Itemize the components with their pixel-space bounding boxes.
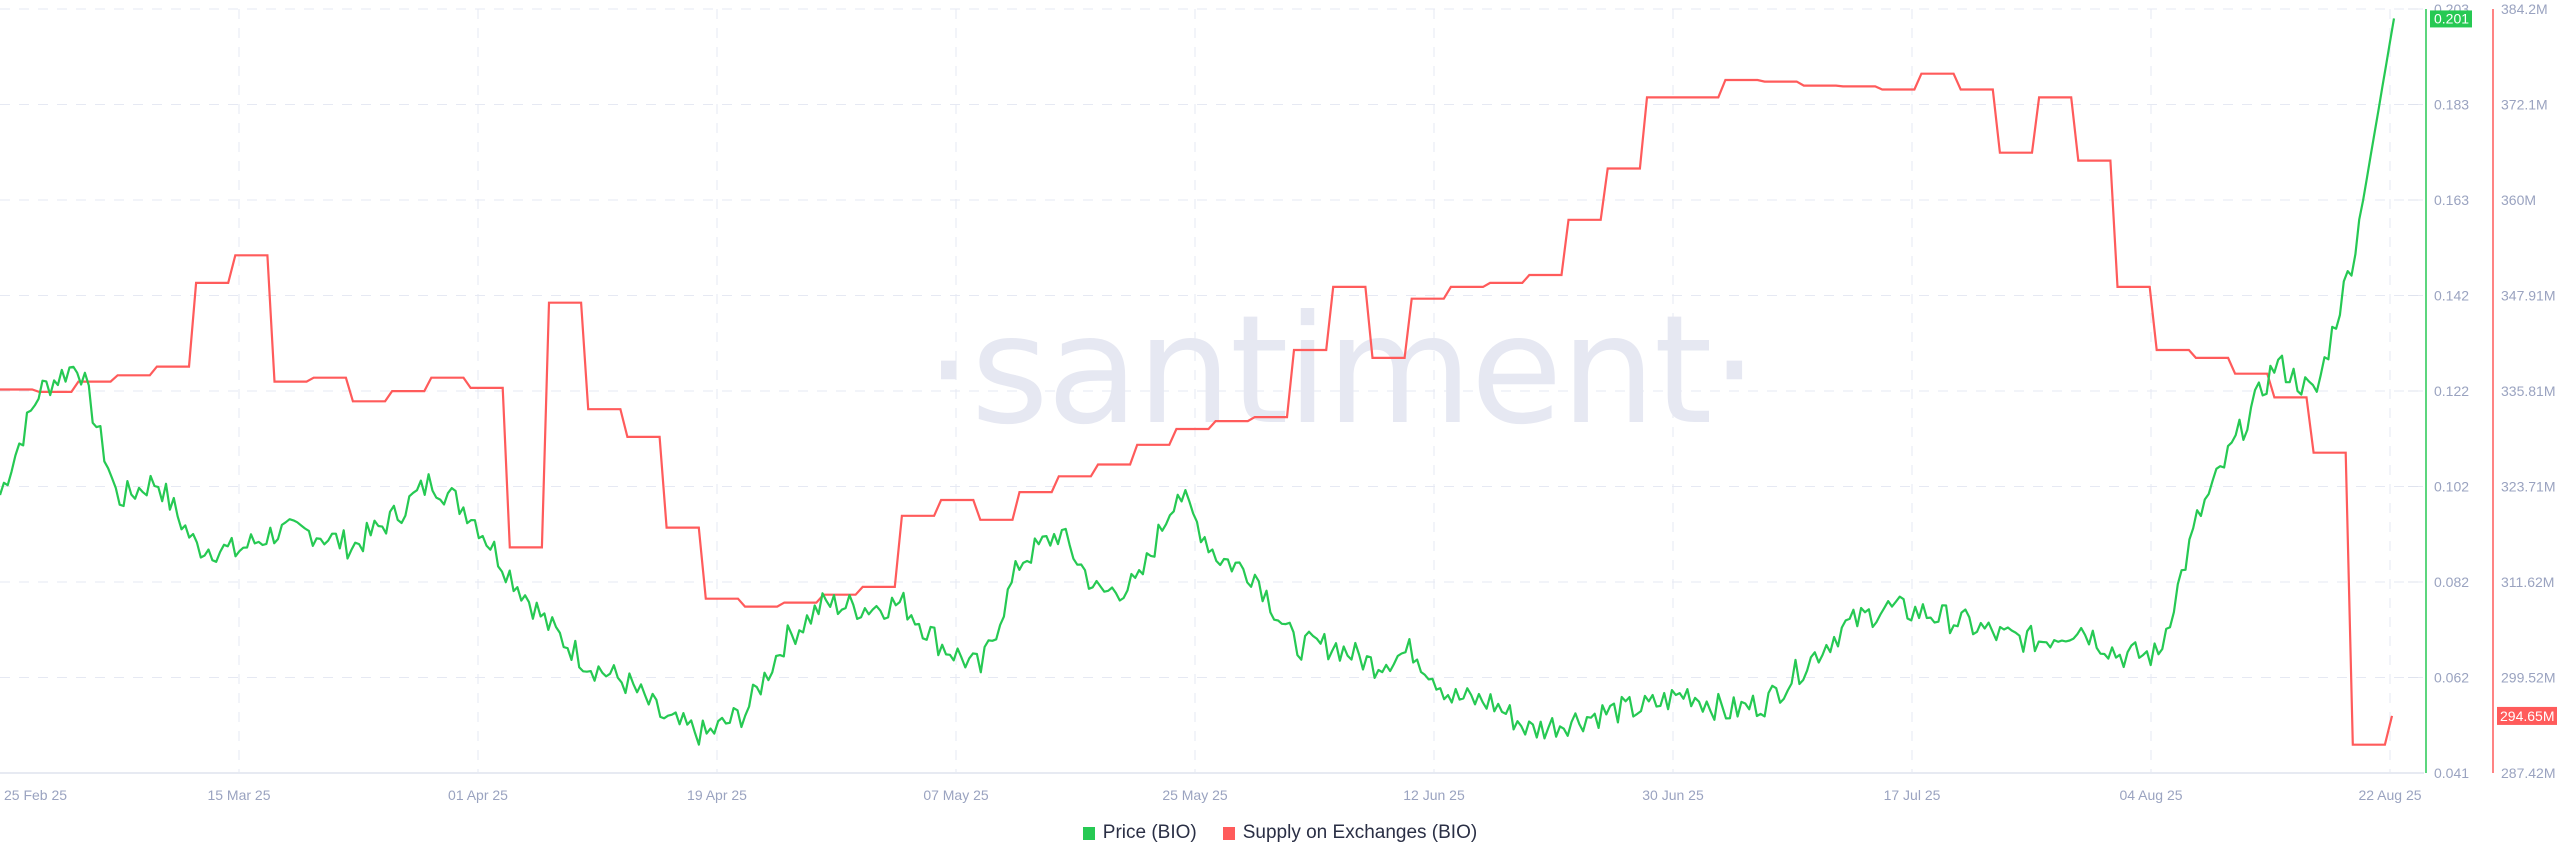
- supply-tick-label: 323.71M: [2501, 479, 2555, 495]
- supply-tick-label: 372.1M: [2501, 97, 2548, 113]
- price-tick-label: 0.102: [2434, 479, 2469, 495]
- supply-y-axis: 384.2M 372.1M 360M 347.91M 335.81M 323.71M 311…: [2492, 1, 2555, 781]
- supply-tick-label: 311.62M: [2501, 574, 2554, 590]
- gridlines: [0, 8, 2424, 774]
- price-tick-label: 0.062: [2434, 670, 2469, 686]
- x-tick-label: 15 Mar 25: [207, 787, 270, 803]
- supply-on-exchanges-line[interactable]: [0, 72, 2394, 746]
- x-tick-label: 01 Apr 25: [448, 787, 508, 803]
- x-tick-label: 25 Feb 25: [4, 787, 67, 803]
- x-tick-label: 22 Aug 25: [2358, 787, 2421, 803]
- price-tick-label: 0.082: [2434, 574, 2469, 590]
- x-tick-label: 19 Apr 25: [687, 787, 747, 803]
- price-tick-label: 0.122: [2434, 383, 2469, 399]
- supply-tick-label: 360M: [2501, 192, 2536, 208]
- x-tick-label: 04 Aug 25: [2119, 787, 2182, 803]
- legend-item-supply[interactable]: Supply on Exchanges (BIO): [1222, 822, 1478, 844]
- supply-current-value-badge: 294.65M: [2497, 706, 2557, 725]
- x-tick-label: 12 Jun 25: [1403, 787, 1465, 803]
- supply-tick-label: 384.2M: [2501, 1, 2548, 17]
- x-tick-label: 17 Jul 25: [1884, 787, 1941, 803]
- x-tick-label: 25 May 25: [1162, 787, 1228, 803]
- price-line[interactable]: [0, 18, 2396, 746]
- x-tick-label: 30 Jun 25: [1642, 787, 1704, 803]
- legend: Price (BIO) Supply on Exchanges (BIO): [0, 822, 2560, 844]
- price-y-axis: 0.2030.1830.1630.1420.1220.1020.0820.062…: [2408, 1, 2469, 781]
- legend-item-price[interactable]: Price (BIO): [1082, 822, 1197, 844]
- santiment-watermark: ·santiment·: [925, 284, 1756, 458]
- supply-swatch-icon: [1222, 826, 1235, 840]
- x-axis: 25 Feb 25 15 Mar 25 01 Apr 25 19 Apr 25 07 M…: [4, 787, 2422, 803]
- legend-label-supply: Supply on Exchanges (BIO): [1242, 822, 1478, 843]
- price-swatch-icon: [1082, 826, 1095, 840]
- supply-badge-text: 294.65M: [2500, 708, 2554, 724]
- price-current-value-badge: 0.201: [2430, 10, 2472, 28]
- price-tick-label: 0.163: [2434, 192, 2469, 208]
- supply-tick-label: 347.91M: [2501, 288, 2555, 304]
- legend-label-price: Price (BIO): [1102, 822, 1197, 843]
- supply-tick-label: 287.42M: [2501, 765, 2555, 781]
- price-tick-label: 0.041: [2434, 765, 2469, 781]
- price-tick-label: 0.142: [2434, 288, 2469, 304]
- supply-tick-label: 335.81M: [2501, 383, 2555, 399]
- price-tick-label: 0.183: [2434, 97, 2469, 113]
- supply-tick-label: 299.52M: [2501, 670, 2555, 686]
- price-badge-text: 0.201: [2434, 10, 2469, 26]
- x-tick-label: 07 May 25: [923, 787, 989, 803]
